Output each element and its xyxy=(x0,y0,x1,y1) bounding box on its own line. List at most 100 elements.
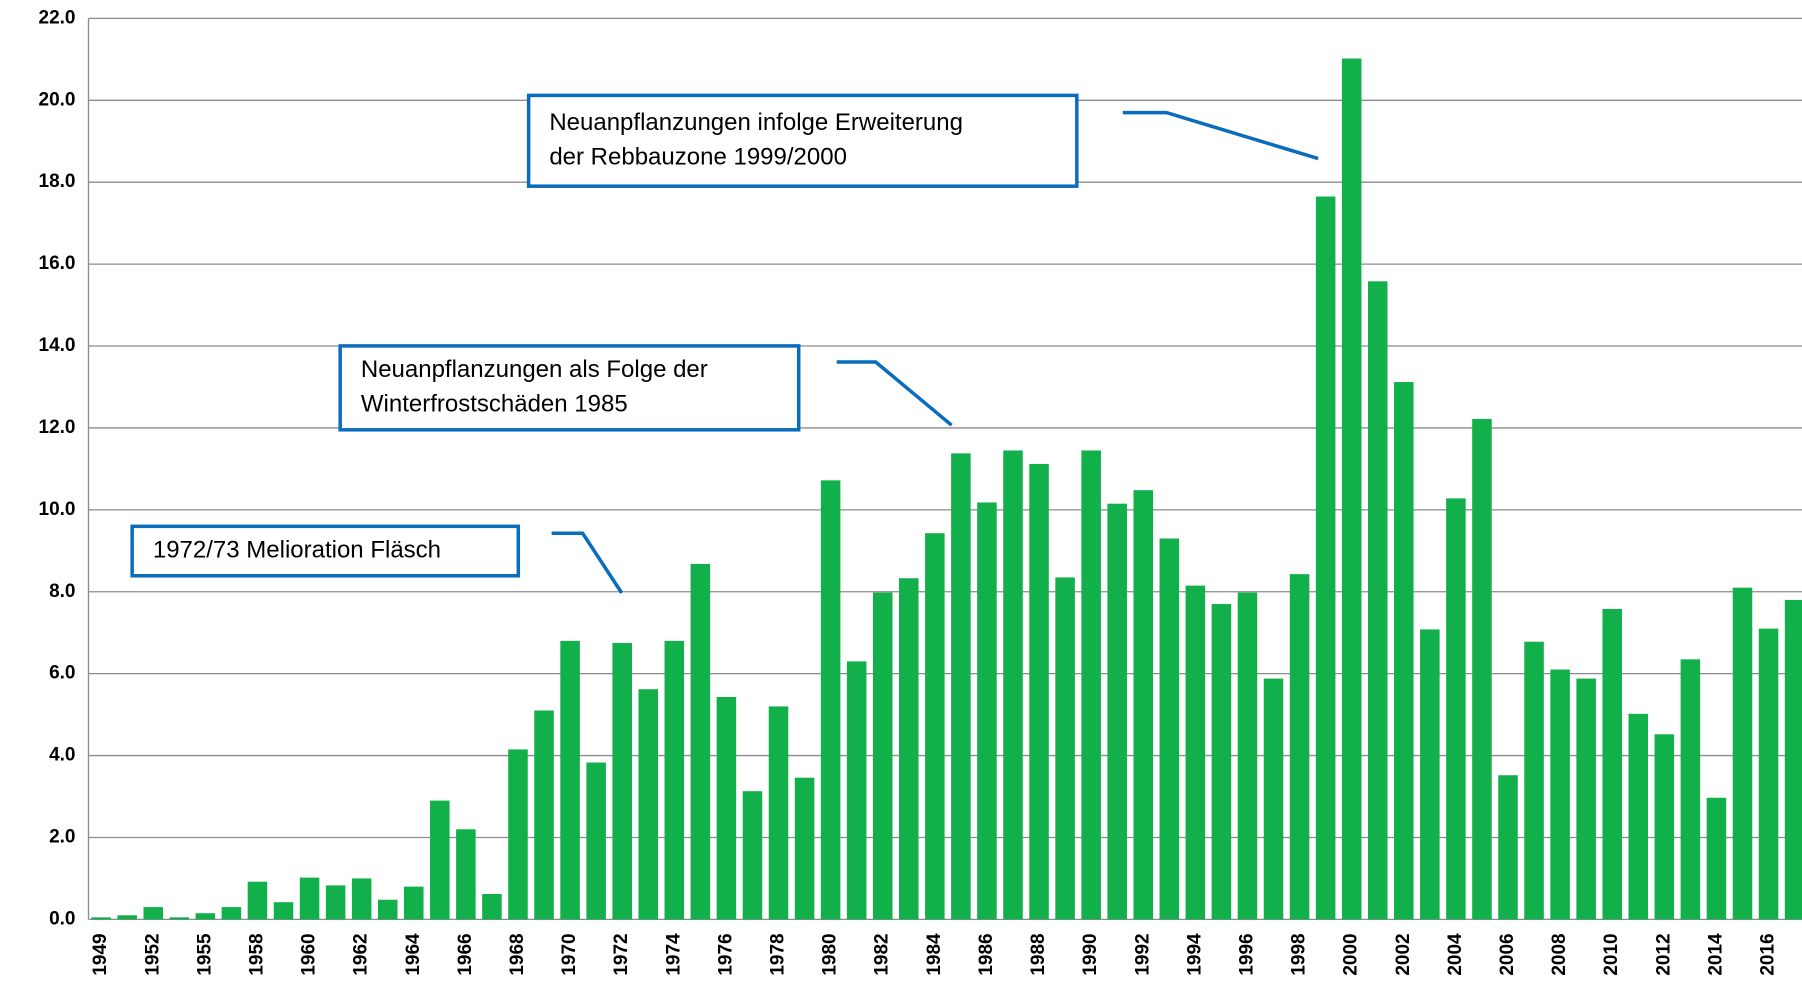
x-tick-label: 1980 xyxy=(820,933,841,975)
bar xyxy=(820,480,841,920)
bar xyxy=(1289,574,1310,920)
bar xyxy=(925,533,945,920)
annotation-leader xyxy=(1122,110,1319,161)
bar xyxy=(1211,604,1232,920)
annotation-leader xyxy=(551,531,624,594)
bar xyxy=(1732,587,1753,920)
x-tick-label: 1976 xyxy=(715,933,736,975)
bar xyxy=(91,917,111,920)
bar xyxy=(586,762,606,920)
bar xyxy=(1602,608,1622,920)
bar xyxy=(742,791,763,920)
x-tick-label: 1988 xyxy=(1028,933,1049,975)
bar xyxy=(1706,797,1727,920)
bar xyxy=(612,642,632,920)
x-tick-label: 2014 xyxy=(1705,933,1726,976)
annotation-text: Neuanpflanzungen als Folge der xyxy=(361,356,708,383)
bar xyxy=(508,749,528,920)
bar xyxy=(1680,659,1701,920)
bar xyxy=(1654,734,1675,920)
x-tick-label: 1994 xyxy=(1184,933,1205,976)
bar xyxy=(1394,382,1414,920)
x-tick-label: 2010 xyxy=(1601,933,1622,975)
x-tick-label: 1982 xyxy=(872,933,893,975)
bar xyxy=(1055,577,1075,920)
x-tick-label: 1970 xyxy=(559,933,580,975)
bar xyxy=(1420,629,1440,920)
x-tick-label: 1964 xyxy=(403,933,424,976)
x-tick-label: 1984 xyxy=(924,933,945,976)
bar xyxy=(1315,196,1336,920)
bar xyxy=(690,563,711,920)
annotation-text: Neuanpflanzungen infolge Erweiterung xyxy=(549,109,963,136)
bar xyxy=(273,902,294,920)
bar xyxy=(1029,463,1049,920)
bar xyxy=(1003,450,1023,920)
x-tick-label: 1972 xyxy=(611,933,632,975)
y-tick-label: 12.0 xyxy=(39,417,76,438)
bar xyxy=(1498,775,1518,920)
bar xyxy=(117,915,137,920)
bar xyxy=(716,697,737,920)
y-tick-label: 14.0 xyxy=(39,335,76,356)
x-tick-label: 1986 xyxy=(976,933,997,975)
bar xyxy=(1341,58,1362,920)
bar xyxy=(951,453,971,920)
bar xyxy=(1237,592,1258,920)
bar xyxy=(143,907,164,920)
x-tick-label: 2006 xyxy=(1497,933,1518,975)
bar xyxy=(899,578,919,920)
bar xyxy=(1576,678,1596,920)
annotation-text: 1972/73 Melioration Fläsch xyxy=(153,536,441,563)
bar xyxy=(1263,678,1284,920)
x-tick-label: 2016 xyxy=(1758,933,1779,975)
y-tick-label: 10.0 xyxy=(39,499,76,520)
bar xyxy=(534,710,554,920)
bar xyxy=(221,907,242,920)
bar xyxy=(1550,669,1570,920)
bar xyxy=(299,877,320,920)
annotation-leader xyxy=(836,360,953,427)
bar xyxy=(1758,628,1779,920)
y-tick-label: 8.0 xyxy=(49,581,75,602)
annotation-box xyxy=(338,344,801,432)
bar xyxy=(846,661,867,920)
x-tick-label: 1996 xyxy=(1236,933,1257,975)
annotation-box xyxy=(526,93,1079,188)
x-tick-label: 1966 xyxy=(455,933,476,975)
bar xyxy=(169,917,190,920)
bar xyxy=(794,777,815,920)
bar xyxy=(351,878,372,920)
annotation-text: Winterfrostschäden 1985 xyxy=(361,390,628,417)
x-tick-label: 2012 xyxy=(1653,933,1674,975)
x-tick-label: 1962 xyxy=(351,933,372,975)
x-tick-label: 1974 xyxy=(663,933,684,976)
bar xyxy=(1784,599,1802,920)
bar xyxy=(1472,418,1492,920)
x-tick-label: 2004 xyxy=(1445,933,1466,976)
y-tick-label: 4.0 xyxy=(49,745,75,766)
bar xyxy=(1133,490,1154,920)
bar xyxy=(430,800,450,920)
bar xyxy=(1628,713,1649,920)
x-tick-label: 1958 xyxy=(246,933,267,975)
bar xyxy=(377,899,398,920)
x-tick-label: 2002 xyxy=(1393,933,1414,975)
bar xyxy=(664,640,685,920)
bar xyxy=(456,829,476,920)
x-tick-label: 1952 xyxy=(142,933,163,975)
bar xyxy=(1185,585,1206,920)
bar xyxy=(872,592,893,920)
bar xyxy=(1367,281,1388,920)
annotation-box xyxy=(130,524,521,578)
y-tick-label: 16.0 xyxy=(39,253,76,274)
bar xyxy=(482,893,502,920)
bar xyxy=(560,640,580,920)
bar xyxy=(768,706,789,920)
y-tick-label: 22.0 xyxy=(39,7,76,28)
x-tick-label: 1990 xyxy=(1080,933,1101,975)
y-tick-label: 6.0 xyxy=(49,663,75,684)
y-tick-label: 20.0 xyxy=(39,89,76,110)
bar xyxy=(1524,641,1544,920)
